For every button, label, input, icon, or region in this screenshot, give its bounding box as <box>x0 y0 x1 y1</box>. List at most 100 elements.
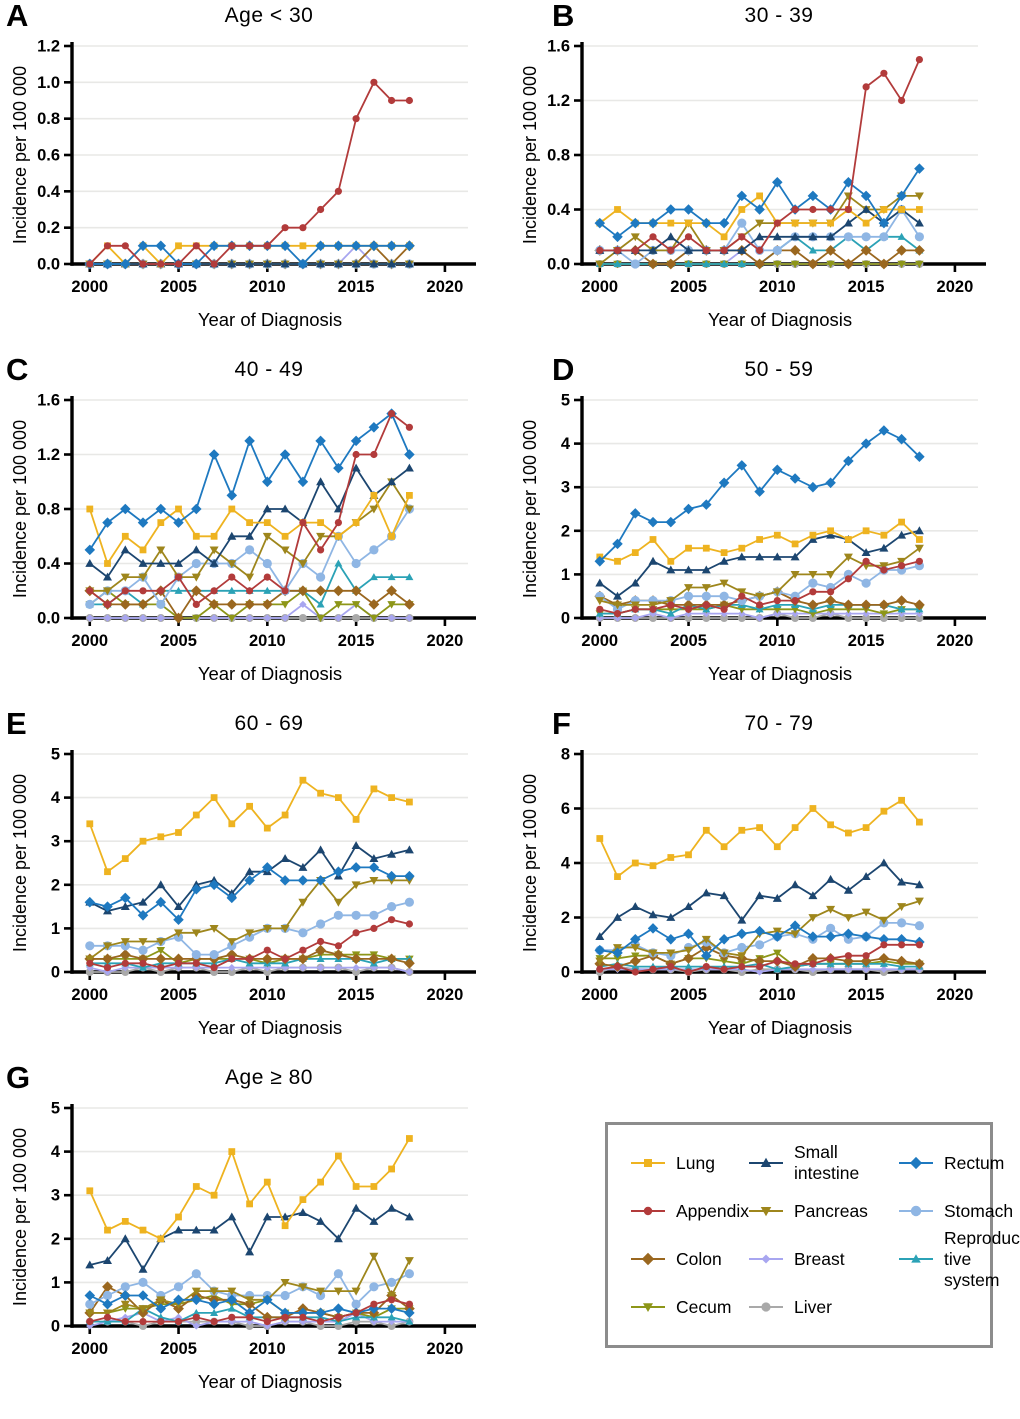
svg-text:1.0: 1.0 <box>37 74 60 92</box>
svg-text:2020: 2020 <box>427 278 464 296</box>
svg-text:Year of Diagnosis: Year of Diagnosis <box>708 663 852 684</box>
pancreas-marker-icon <box>749 1207 783 1217</box>
stomach-marker-icon <box>899 1205 933 1217</box>
svg-text:0.8: 0.8 <box>37 501 60 519</box>
svg-text:2: 2 <box>561 909 570 927</box>
svg-text:1.2: 1.2 <box>37 446 60 464</box>
svg-text:2005: 2005 <box>160 632 197 650</box>
legend-item-breast: Breast <box>746 1249 896 1270</box>
legend-label: Liver <box>794 1296 832 1317</box>
svg-text:0.0: 0.0 <box>37 610 60 628</box>
svg-text:0.0: 0.0 <box>37 256 60 274</box>
svg-text:Incidence per 100 000: Incidence per 100 000 <box>10 774 30 952</box>
svg-text:5: 5 <box>561 392 570 410</box>
svg-text:0: 0 <box>561 610 570 628</box>
legend: Lung Small intestine Rectum Appendix Pan… <box>605 1122 1020 1348</box>
legend-item-appendix: Appendix <box>628 1200 749 1222</box>
rectum-marker-icon <box>899 1156 933 1170</box>
svg-text:2010: 2010 <box>759 632 796 650</box>
svg-text:1.6: 1.6 <box>37 392 60 410</box>
line-chart-c: 0.0 0.4 0.8 1.2 1.6 2000 2005 2010 2015 2020 Incid… <box>10 392 476 684</box>
svg-text:Incidence per 100 000: Incidence per 100 000 <box>10 66 30 244</box>
svg-text:0.8: 0.8 <box>547 147 570 165</box>
svg-text:2010: 2010 <box>249 632 286 650</box>
svg-text:4: 4 <box>51 1143 61 1161</box>
lung-marker-icon <box>631 1159 665 1167</box>
legend-item-stomach: Stomach <box>896 1201 1020 1222</box>
legend-label: Appendix <box>676 1200 749 1221</box>
cecum-marker-icon <box>631 1303 665 1312</box>
svg-text:2000: 2000 <box>581 632 618 650</box>
reproductive-system-marker-icon <box>899 1254 933 1263</box>
svg-text:2020: 2020 <box>427 1340 464 1358</box>
svg-text:3: 3 <box>51 1187 60 1205</box>
legend-label: Reproduc- tive system <box>944 1227 1020 1290</box>
svg-text:0: 0 <box>561 964 570 982</box>
line-chart-d: 0 1 2 3 4 5 2000 2005 2010 2015 2020 Incidence per … <box>520 392 986 684</box>
colon-marker-icon <box>631 1252 665 1266</box>
svg-text:0: 0 <box>51 964 60 982</box>
svg-text:Year of Diagnosis: Year of Diagnosis <box>198 1017 342 1038</box>
appendix-marker-icon <box>631 1206 665 1216</box>
svg-text:2020: 2020 <box>427 632 464 650</box>
svg-text:0.2: 0.2 <box>37 219 60 237</box>
svg-text:2010: 2010 <box>249 1340 286 1358</box>
legend-label: Small intestine <box>794 1142 860 1183</box>
svg-text:2005: 2005 <box>160 278 197 296</box>
svg-text:2010: 2010 <box>249 278 286 296</box>
svg-text:2020: 2020 <box>937 986 974 1004</box>
svg-text:Incidence per 100 000: Incidence per 100 000 <box>10 420 30 598</box>
svg-text:6: 6 <box>561 800 570 818</box>
svg-text:2015: 2015 <box>848 986 885 1004</box>
svg-text:1: 1 <box>561 566 570 584</box>
legend-item-pancreas: Pancreas <box>746 1201 896 1222</box>
legend-label: Breast <box>794 1248 845 1269</box>
legend-label: Cecum <box>676 1296 732 1317</box>
panel-letter-g: G <box>6 1060 31 1095</box>
svg-text:2005: 2005 <box>160 986 197 1004</box>
svg-text:2005: 2005 <box>670 986 707 1004</box>
panel-title-e: 60 - 69 <box>234 712 304 735</box>
svg-text:0.8: 0.8 <box>37 110 60 128</box>
line-chart-a: 0.0 0.2 0.4 0.6 0.8 1.0 1.2 2000 2005 2010 2015 202… <box>10 38 476 330</box>
svg-text:4: 4 <box>561 435 571 453</box>
panel-g: G Age ≥ 80 0 1 2 3 4 5 2000 2005 2010 2015 2020 Inc… <box>0 1060 510 1418</box>
panel-e: E 60 - 69 0 1 2 3 4 5 2000 2005 2010 2015 2020 Inci… <box>0 706 510 1064</box>
legend-item-small-intestine: Small intestine <box>746 1142 896 1184</box>
svg-text:2020: 2020 <box>937 278 974 296</box>
panel-title-a: Age < 30 <box>224 4 314 27</box>
svg-text:4: 4 <box>561 855 571 873</box>
svg-text:Year of Diagnosis: Year of Diagnosis <box>708 309 852 330</box>
svg-text:2020: 2020 <box>427 986 464 1004</box>
svg-text:1.2: 1.2 <box>547 92 570 110</box>
svg-text:2015: 2015 <box>338 632 375 650</box>
legend-label: Colon <box>676 1248 722 1269</box>
panel-title-b: 30 - 39 <box>744 4 814 27</box>
line-chart-f: 0 2 4 6 8 2000 2005 2010 2015 2020 Incidence per 1… <box>520 746 986 1038</box>
svg-text:0: 0 <box>51 1318 60 1336</box>
panel-letter-e: E <box>6 706 27 741</box>
svg-text:2010: 2010 <box>249 986 286 1004</box>
legend-label: Lung <box>676 1152 715 1173</box>
svg-text:2000: 2000 <box>581 278 618 296</box>
svg-text:2015: 2015 <box>848 278 885 296</box>
panel-c: C 40 - 49 0.0 0.4 0.8 1.2 1.6 2000 2005 2010 201… <box>0 352 510 710</box>
svg-text:Year of Diagnosis: Year of Diagnosis <box>198 1371 342 1392</box>
svg-text:1.6: 1.6 <box>547 38 570 56</box>
svg-text:2000: 2000 <box>581 986 618 1004</box>
svg-text:2015: 2015 <box>338 1340 375 1358</box>
svg-text:5: 5 <box>51 1100 60 1118</box>
svg-text:0.4: 0.4 <box>37 555 61 573</box>
legend-label: Rectum <box>944 1152 1005 1173</box>
svg-text:Incidence per 100 000: Incidence per 100 000 <box>520 420 540 598</box>
svg-text:2015: 2015 <box>338 278 375 296</box>
svg-text:Year of Diagnosis: Year of Diagnosis <box>198 663 342 684</box>
panel-letter-a: A <box>6 0 29 33</box>
panel-letter-f: F <box>552 706 571 741</box>
panel-letter-b: B <box>552 0 575 33</box>
legend-item-liver: Liver <box>746 1297 896 1318</box>
panel-letter-c: C <box>6 352 29 387</box>
svg-text:5: 5 <box>51 746 60 764</box>
svg-text:2000: 2000 <box>71 632 108 650</box>
